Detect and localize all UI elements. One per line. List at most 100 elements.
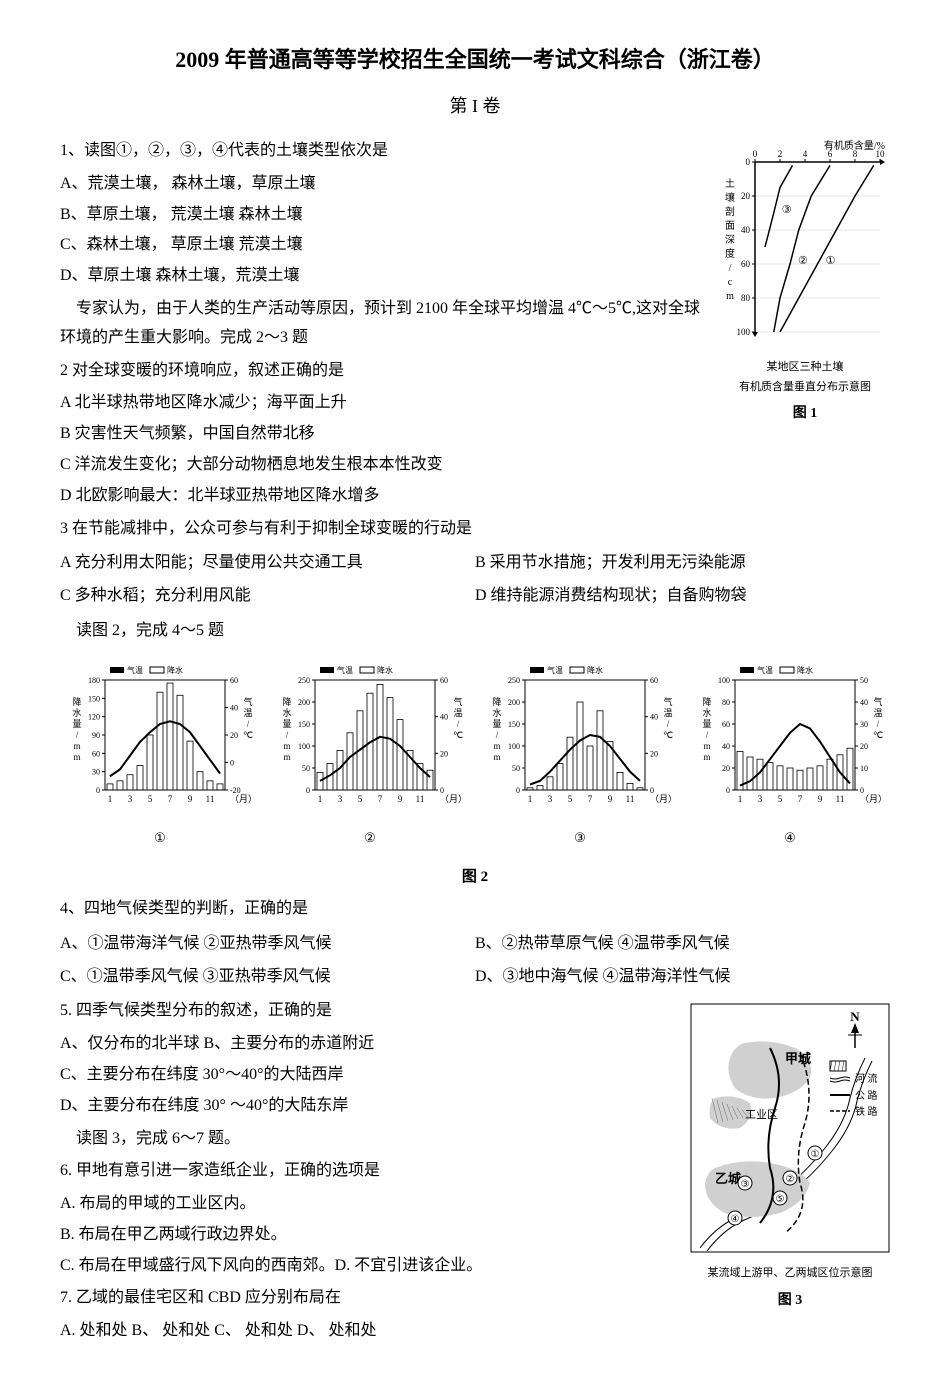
fig3-caption: 图 3 <box>690 1288 890 1313</box>
svg-text:（月）: （月） <box>230 794 255 804</box>
q4-optB: B、②热带草原气候 ④温带季风气候 <box>475 930 890 959</box>
svg-text:4: 4 <box>803 149 808 159</box>
svg-text:m: m <box>726 291 734 302</box>
svg-text:5: 5 <box>568 794 573 804</box>
svg-text:3: 3 <box>338 794 343 804</box>
svg-text:气: 气 <box>663 696 672 707</box>
svg-text:9: 9 <box>398 794 403 804</box>
fig2-caption: 图 2 <box>60 864 890 891</box>
map-chart: N甲城工业区乙城①②③④⑤河 流公 路铁 路 <box>690 1003 890 1253</box>
svg-text:气: 气 <box>873 696 882 707</box>
svg-text:120: 120 <box>88 712 100 721</box>
svg-text:⑤: ⑤ <box>776 1194 785 1205</box>
svg-text:60: 60 <box>741 259 751 269</box>
svg-text:40: 40 <box>440 712 448 721</box>
svg-text:c: c <box>728 277 733 288</box>
climate-chart-2: 05010015020025002040601357911（月）降水量/mm气温… <box>275 665 465 849</box>
svg-text:150: 150 <box>88 694 100 703</box>
svg-text:/: / <box>496 730 499 740</box>
svg-text:壤: 壤 <box>725 191 735 204</box>
svg-text:降: 降 <box>702 696 711 707</box>
svg-text:②: ② <box>786 1174 795 1185</box>
q3-optD: D 维持能源消费结构现状；自备购物袋 <box>475 582 890 611</box>
svg-text:1: 1 <box>108 794 113 804</box>
q7-opts: A. 处和处 B、 处和处 C、 处和处 D、 处和处 <box>60 1317 890 1346</box>
svg-text:10: 10 <box>876 149 886 159</box>
svg-text:℃: ℃ <box>453 730 463 740</box>
svg-text:20: 20 <box>230 731 238 740</box>
svg-text:/: / <box>457 719 460 729</box>
fig1-note2: 有机质含量垂直分布示意图 <box>720 378 890 398</box>
svg-text:甲城: 甲城 <box>785 1051 811 1066</box>
svg-text:土: 土 <box>725 177 735 190</box>
svg-text:80: 80 <box>741 293 751 303</box>
svg-text:150: 150 <box>298 720 310 729</box>
svg-text:③: ③ <box>741 1179 750 1190</box>
svg-text:1: 1 <box>528 794 533 804</box>
svg-text:1: 1 <box>318 794 323 804</box>
svg-text:100: 100 <box>298 742 310 751</box>
svg-text:量: 量 <box>282 719 291 729</box>
svg-text:180: 180 <box>88 676 100 685</box>
svg-text:9: 9 <box>608 794 613 804</box>
svg-text:60: 60 <box>722 720 730 729</box>
svg-text:7: 7 <box>378 794 383 804</box>
svg-text:10: 10 <box>860 764 868 773</box>
svg-text:m: m <box>493 752 500 762</box>
svg-text:降水: 降水 <box>797 665 813 675</box>
svg-text:100: 100 <box>737 327 751 337</box>
page-title: 2009 年普通高等等学校招生全国统一考试文科综合（浙江卷） <box>60 40 890 80</box>
svg-text:1: 1 <box>738 794 743 804</box>
svg-text:降水: 降水 <box>167 665 183 675</box>
fig1-caption: 图 1 <box>720 401 890 426</box>
svg-text:河 流: 河 流 <box>855 1072 878 1085</box>
q4-stem: 4、四地气候类型的判断，正确的是 <box>60 895 890 924</box>
svg-text:5: 5 <box>358 794 363 804</box>
svg-text:（月）: （月） <box>440 794 465 804</box>
svg-text:气温: 气温 <box>547 665 563 675</box>
svg-text:0: 0 <box>746 157 751 167</box>
svg-text:30: 30 <box>860 720 868 729</box>
svg-text:/: / <box>76 730 79 740</box>
figure-2: 0306090120150180-2002040601357911（月）降水量/… <box>60 665 890 849</box>
q4-optC: C、①温带季风气候 ③亚热带季风气候 <box>60 963 475 992</box>
svg-text:/: / <box>729 263 732 274</box>
svg-text:/: / <box>706 730 709 740</box>
intro-4-5: 读图 2，完成 4～5 题 <box>60 617 890 646</box>
svg-text:m: m <box>493 741 500 751</box>
svg-text:面: 面 <box>725 221 735 232</box>
svg-text:11: 11 <box>416 794 425 804</box>
svg-text:m: m <box>703 752 710 762</box>
svg-text:①: ① <box>811 1149 820 1160</box>
svg-text:11: 11 <box>626 794 635 804</box>
svg-text:③: ③ <box>782 204 792 216</box>
svg-text:公 路: 公 路 <box>855 1089 878 1102</box>
svg-text:铁 路: 铁 路 <box>855 1105 878 1118</box>
svg-text:60: 60 <box>230 676 238 685</box>
svg-text:②: ② <box>798 255 808 267</box>
svg-text:20: 20 <box>860 742 868 751</box>
q3-optB: B 采用节水措施；开发利用无污染能源 <box>475 549 890 578</box>
svg-text:40: 40 <box>230 703 238 712</box>
svg-text:气: 气 <box>453 696 462 707</box>
svg-text:降水: 降水 <box>587 665 603 675</box>
svg-text:℃: ℃ <box>663 730 673 740</box>
svg-text:温: 温 <box>873 708 882 718</box>
q4-optA: A、①温带海洋气候 ②亚热带季风气候 <box>60 930 475 959</box>
svg-text:m: m <box>73 741 80 751</box>
svg-text:/: / <box>247 719 250 729</box>
svg-text:20: 20 <box>650 749 658 758</box>
q3-stem: 3 在节能减排中，公众可参与有利于抑制全球变暖的行动是 <box>60 515 890 544</box>
svg-text:气温: 气温 <box>757 665 773 675</box>
climate-chart-3: 05010015020025002040601357911（月）降水量/mm气温… <box>485 665 675 849</box>
svg-text:60: 60 <box>650 676 658 685</box>
svg-text:/: / <box>667 719 670 729</box>
svg-text:6: 6 <box>828 149 833 159</box>
svg-text:乙城: 乙城 <box>715 1171 741 1186</box>
svg-text:（月）: （月） <box>650 794 675 804</box>
svg-text:m: m <box>73 752 80 762</box>
svg-text:20: 20 <box>440 749 448 758</box>
svg-text:气温: 气温 <box>337 665 353 675</box>
svg-text:气: 气 <box>243 696 252 707</box>
svg-text:20: 20 <box>722 764 730 773</box>
